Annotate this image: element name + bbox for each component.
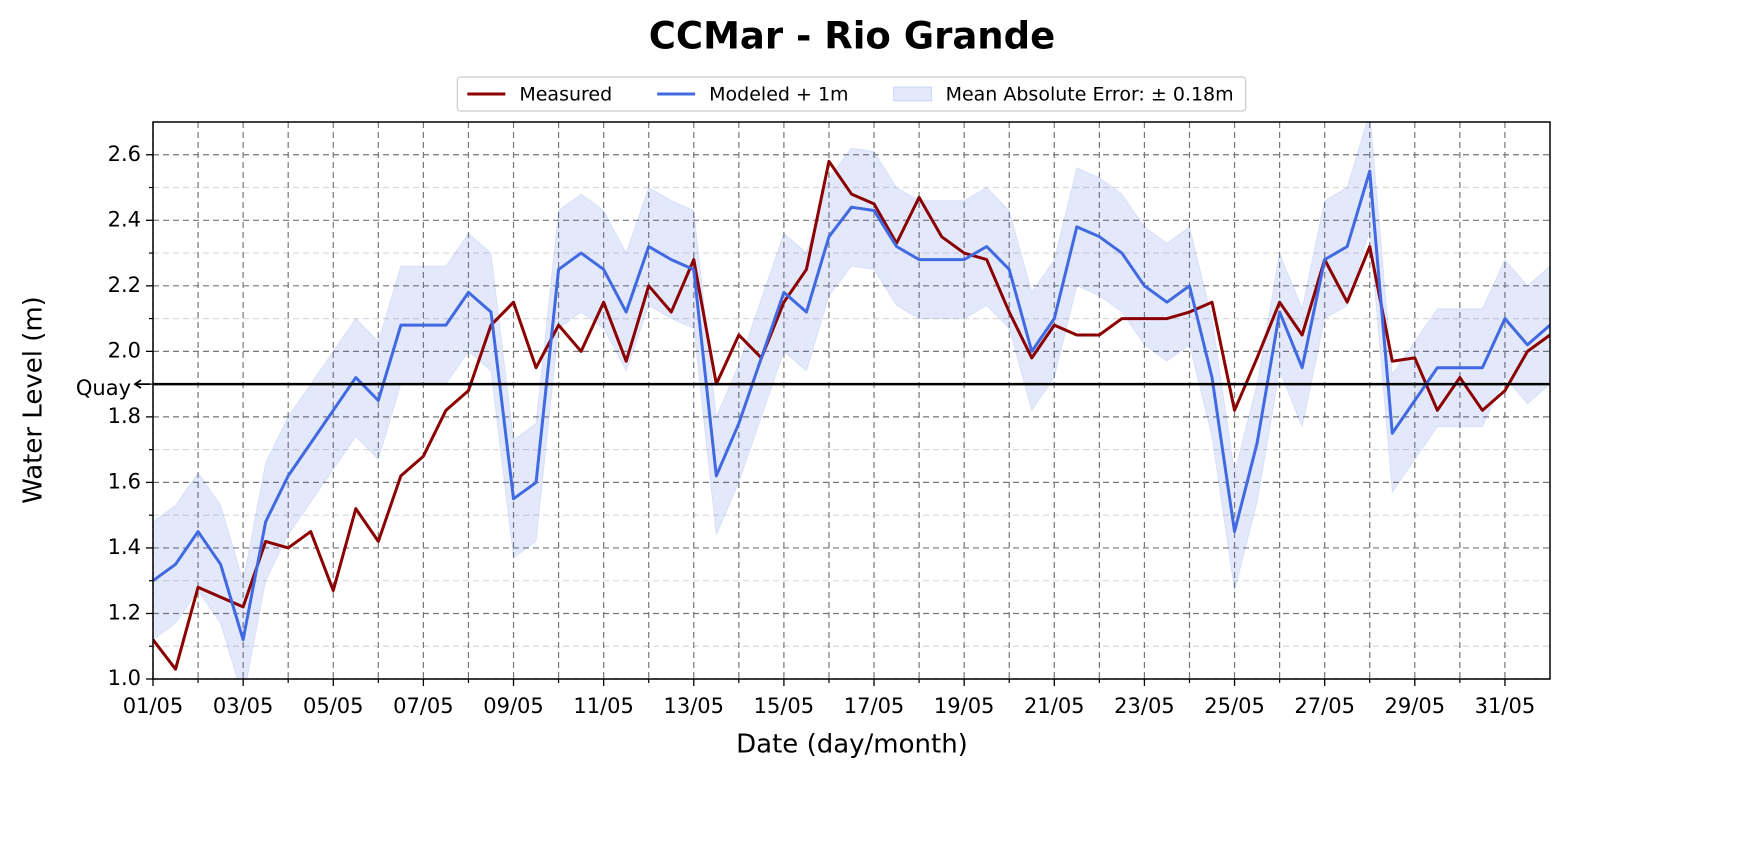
x-tick-label: 07/05 [393, 694, 454, 718]
x-tick-label: 25/05 [1204, 694, 1265, 718]
y-tick-label: 1.2 [108, 600, 141, 624]
x-tick-label: 09/05 [483, 694, 544, 718]
y-tick-label: 2.2 [108, 273, 141, 297]
x-tick-label: 23/05 [1114, 694, 1175, 718]
x-tick-label: 17/05 [844, 694, 905, 718]
x-tick-label: 27/05 [1294, 694, 1355, 718]
x-tick-label: 21/05 [1024, 694, 1085, 718]
y-tick-label: 2.6 [108, 142, 141, 166]
x-axis-label: Date (day/month) [736, 730, 968, 760]
legend: Measured Modeled + 1m Mean Absolute Error:… [456, 76, 1247, 112]
y-tick-label: 1.8 [108, 404, 141, 428]
legend-box [456, 76, 1247, 112]
legend-item: Modeled + 1m [657, 84, 849, 106]
x-tick-label: 01/05 [123, 694, 184, 718]
y-tick-label: 1.0 [108, 666, 141, 690]
reference-label: Quay [76, 376, 131, 400]
legend-label: Measured [519, 84, 612, 106]
series-line [153, 169, 1550, 642]
legend-item: Measured [467, 84, 612, 106]
y-axis-label: Water Level (m) [19, 296, 49, 504]
legend-label: Mean Absolute Error: ± 0.18m [946, 84, 1234, 106]
x-tick-label: 15/05 [754, 694, 815, 718]
legend-item: Mean Absolute Error: ± 0.18m [893, 84, 1234, 106]
error-band [153, 122, 1550, 679]
y-tick-label: 1.4 [108, 535, 141, 559]
plot-frame [152, 121, 1551, 680]
legend-label: Modeled + 1m [709, 84, 848, 106]
series-line [153, 159, 1550, 671]
x-tick-label: 19/05 [934, 694, 995, 718]
plot-area [153, 122, 1550, 679]
x-tick-label: 11/05 [573, 694, 634, 718]
legend-swatch [893, 86, 933, 102]
reference-arrow [133, 379, 150, 389]
x-tick-label: 31/05 [1475, 694, 1536, 718]
y-tick-label: 1.6 [108, 469, 141, 493]
x-tick-label: 13/05 [664, 694, 725, 718]
x-tick-label: 05/05 [303, 694, 364, 718]
y-tick-label: 2.0 [108, 338, 141, 362]
x-tick-label: 29/05 [1385, 694, 1446, 718]
chart-title: CCMar - Rio Grande [649, 15, 1055, 58]
x-tick-label: 03/05 [213, 694, 274, 718]
y-tick-label: 2.4 [108, 207, 141, 231]
